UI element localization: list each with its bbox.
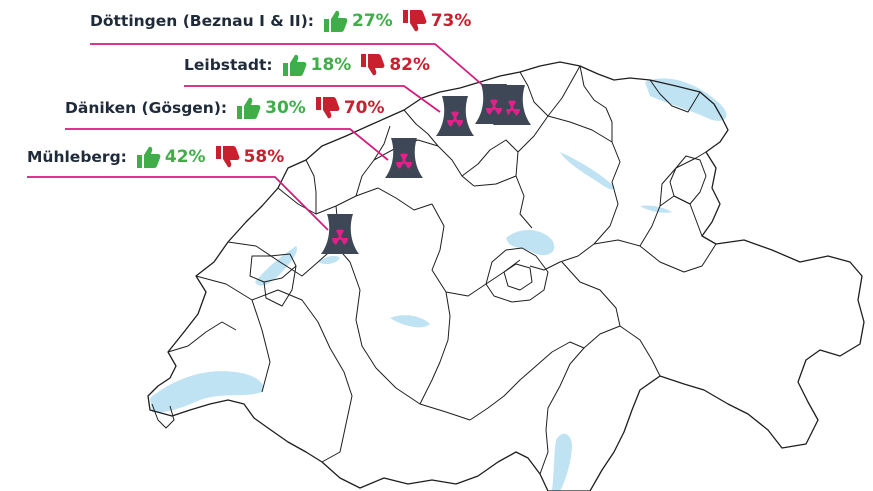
lake-neuchatel: [255, 246, 298, 286]
lake-biel: [318, 255, 340, 265]
plant-label-leibstadt: Leibstadt: 18% 82%: [184, 53, 430, 77]
thumbs-down-icon: [314, 96, 340, 120]
lake-walen: [640, 205, 672, 213]
national-border: [147, 61, 865, 491]
plant-label-beznau: Döttingen (Beznau I & II): 27% 73%: [90, 9, 471, 33]
yes-percentage: 18%: [310, 55, 352, 75]
thumbs-up-icon: [135, 145, 161, 169]
no-percentage: 82%: [389, 55, 431, 75]
cooling-tower-icon: [436, 96, 474, 136]
cooling-tower-icon: [385, 138, 423, 178]
lake-lucerne: [506, 229, 555, 256]
no-percentage: 58%: [243, 147, 285, 167]
lake-maggiore: [552, 433, 572, 491]
leader-lines: [27, 43, 487, 231]
plant-name: Mühleberg:: [27, 148, 127, 166]
plant-name: Döttingen (Beznau I & II):: [90, 12, 314, 30]
leader-line-beznau: [90, 43, 487, 89]
thumbs-down-icon: [214, 145, 240, 169]
no-percentage: 70%: [343, 98, 385, 118]
thumbs-down-icon: [359, 53, 385, 77]
leader-line-leibstadt: [184, 85, 441, 113]
lake-zurich: [560, 152, 615, 190]
lake-geneva: [150, 371, 264, 413]
yes-percentage: 27%: [351, 11, 393, 31]
leader-line-goesgen: [65, 128, 389, 161]
plant-name: Leibstadt:: [184, 56, 273, 74]
lakes: [150, 78, 727, 491]
no-percentage: 73%: [430, 11, 472, 31]
plant-label-muehleberg: Mühleberg: 42% 58%: [27, 145, 284, 169]
yes-percentage: 42%: [164, 147, 206, 167]
cooling-tower-icon: [321, 214, 359, 254]
leader-line-muehleberg: [27, 176, 329, 231]
cantonal-boundaries: [151, 65, 717, 475]
plant-name: Däniken (Gösgen):: [65, 99, 228, 117]
yes-percentage: 30%: [265, 98, 306, 118]
plant-label-goesgen: Däniken (Gösgen): 30% 70%: [65, 96, 385, 120]
lake-constance: [645, 78, 727, 121]
thumbs-up-icon: [235, 96, 261, 120]
thumbs-down-icon: [401, 9, 427, 33]
lake-thun: [390, 315, 430, 328]
thumbs-up-icon: [281, 53, 307, 77]
thumbs-up-icon: [322, 9, 348, 33]
